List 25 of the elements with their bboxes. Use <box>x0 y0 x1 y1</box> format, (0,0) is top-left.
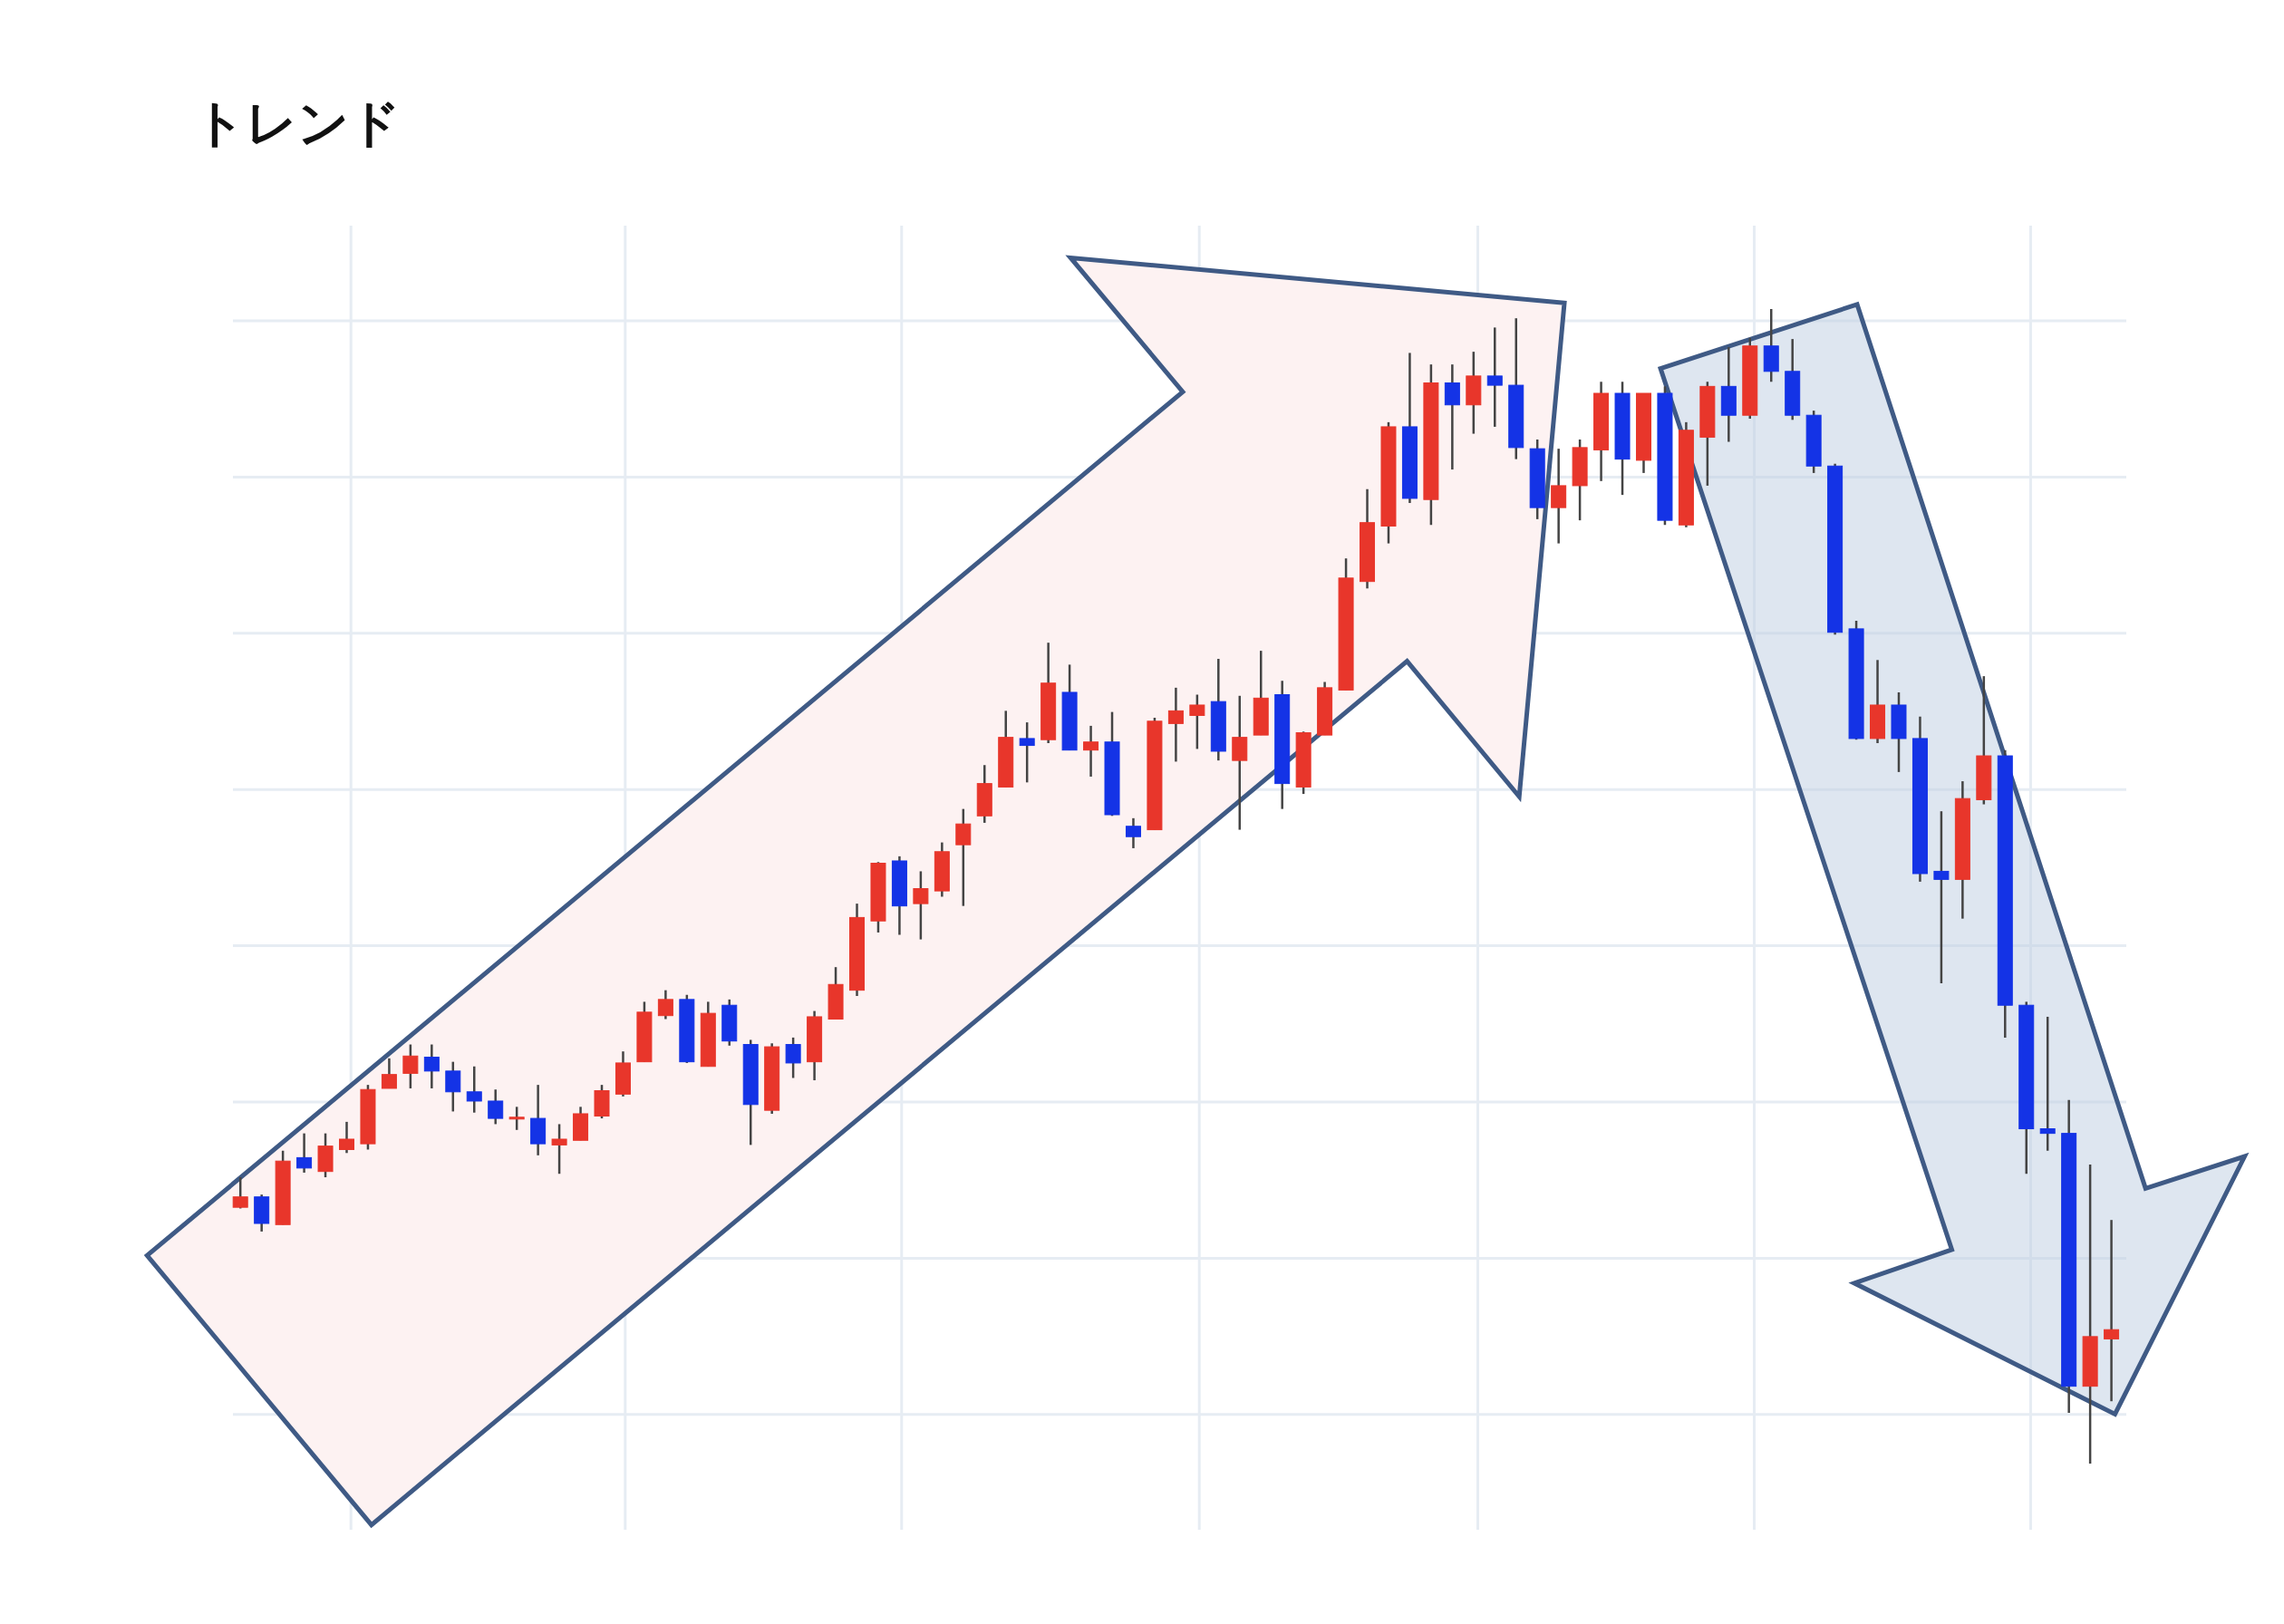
candlestick <box>2104 1218 2120 1403</box>
candlestick <box>657 989 673 1020</box>
candlestick <box>381 1057 397 1090</box>
candlestick <box>423 1043 440 1090</box>
candlestick <box>402 1043 419 1090</box>
candlestick <box>1083 724 1099 778</box>
candlestick <box>232 1175 248 1210</box>
candlestick <box>1167 686 1184 763</box>
chart-title: トレンド <box>194 94 401 151</box>
candlestick <box>445 1060 461 1113</box>
candlestick <box>1019 720 1035 784</box>
candlestick <box>955 807 972 907</box>
candlestick <box>1189 693 1205 750</box>
candlestick <box>488 1088 504 1126</box>
candlestick <box>1486 326 1503 429</box>
candlestick <box>785 1036 801 1079</box>
candlestick <box>1933 809 1950 985</box>
candlestick <box>1125 817 1141 850</box>
candlestick <box>2039 1015 2056 1152</box>
candlestick <box>339 1120 354 1155</box>
candlestick <box>296 1132 313 1174</box>
candlestick <box>466 1065 482 1114</box>
candlestick <box>551 1123 567 1175</box>
candlestick <box>913 870 929 941</box>
candlestick <box>508 1106 525 1132</box>
